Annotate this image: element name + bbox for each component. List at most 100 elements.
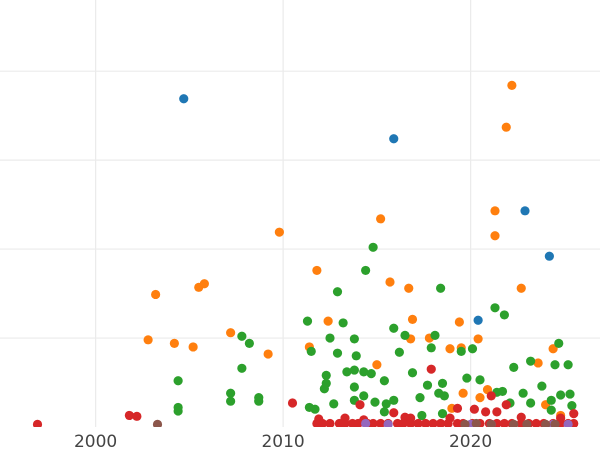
data-point (151, 289, 161, 300)
data-point (342, 367, 352, 377)
gridlines (0, 0, 600, 427)
data-point (237, 331, 247, 341)
data-point (132, 411, 142, 421)
data-point (516, 283, 526, 293)
data-point (422, 380, 433, 390)
data-point (413, 418, 423, 427)
data-point (394, 347, 404, 357)
data-point (306, 346, 316, 356)
data-point (526, 356, 536, 366)
data-point (526, 398, 536, 408)
data-point (407, 314, 418, 324)
data-point (563, 360, 573, 370)
data-point (556, 390, 566, 400)
data-point (376, 418, 386, 427)
data-point (404, 283, 414, 293)
data-point (325, 333, 335, 343)
data-point (486, 391, 496, 401)
data-point (332, 348, 343, 358)
data-point (237, 363, 247, 373)
data-point (188, 342, 198, 352)
data-point (368, 242, 378, 252)
data-point (509, 362, 519, 372)
data-point (349, 365, 359, 375)
data-point (359, 391, 369, 401)
data-point (452, 403, 463, 413)
data-points (32, 80, 579, 427)
data-point (436, 418, 446, 427)
data-point (361, 265, 371, 276)
data-point (325, 418, 335, 427)
data-point (497, 386, 508, 397)
data-point (550, 360, 560, 370)
data-point (287, 398, 298, 408)
data-point (567, 401, 577, 411)
data-point (415, 393, 425, 403)
data-point (389, 134, 399, 144)
data-point (544, 251, 554, 261)
data-point (389, 408, 399, 418)
data-point (173, 376, 183, 386)
data-point (376, 214, 386, 224)
data-point (501, 122, 511, 132)
data-point (407, 368, 418, 378)
data-point (456, 346, 466, 356)
data-point (340, 418, 350, 427)
data-point (323, 316, 333, 326)
data-point (310, 404, 320, 414)
data-point (518, 388, 528, 398)
data-point (254, 396, 264, 406)
data-point (486, 419, 496, 427)
data-point (351, 351, 361, 361)
data-point (398, 418, 408, 427)
data-point (473, 315, 483, 325)
data-point (226, 328, 236, 338)
data-point (179, 94, 189, 104)
data-point (445, 344, 455, 354)
data-point (359, 367, 369, 377)
data-point (546, 395, 556, 405)
data-point (469, 404, 479, 414)
data-point (467, 344, 478, 354)
data-point (554, 338, 564, 348)
data-point (124, 410, 134, 421)
data-point (226, 388, 236, 398)
data-point (329, 399, 339, 409)
data-point (475, 393, 485, 403)
data-point (317, 418, 328, 427)
data-point (274, 227, 284, 237)
data-point (32, 419, 43, 427)
data-point (490, 303, 500, 313)
data-point (473, 334, 483, 344)
data-point (490, 206, 500, 216)
data-point (428, 418, 438, 427)
data-point (169, 338, 179, 348)
data-point (389, 395, 399, 405)
data-point (533, 358, 543, 368)
data-point (349, 334, 359, 344)
data-point (563, 419, 573, 427)
data-point (383, 419, 393, 427)
data-point (569, 409, 579, 419)
data-point (143, 335, 153, 345)
data-point (475, 375, 485, 385)
data-point (389, 323, 399, 333)
data-point (507, 80, 517, 90)
data-point (439, 391, 449, 401)
data-point (379, 376, 389, 386)
data-point (417, 410, 427, 421)
data-point (522, 419, 532, 427)
data-point (462, 373, 472, 383)
data-point (430, 330, 440, 340)
data-point (199, 279, 209, 289)
data-point (372, 360, 382, 370)
data-point (565, 389, 575, 399)
data-point (460, 419, 470, 427)
data-point (546, 405, 556, 415)
data-point (499, 310, 509, 320)
data-point (302, 316, 313, 326)
data-point (381, 399, 391, 409)
data-point (173, 406, 183, 416)
